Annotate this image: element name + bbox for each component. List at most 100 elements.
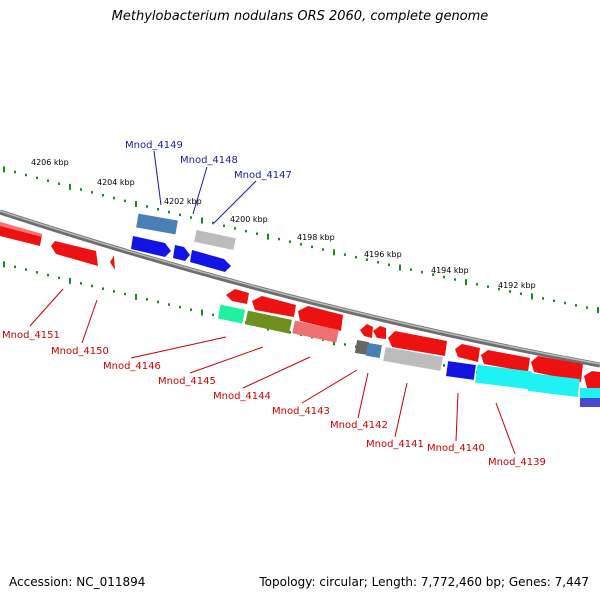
- gene-labels: Mnod_4149 Mnod_4148 Mnod_4147 Mnod_4151 …: [2, 140, 546, 468]
- minor-tick: [168, 210, 170, 214]
- leader-mnod-4151: [29, 288, 64, 327]
- minor-tick: [91, 191, 93, 194]
- gene-mnod-4140-box[interactable]: [446, 361, 476, 380]
- minor-tick: [47, 179, 49, 183]
- gene-arrow-red-7[interactable]: [373, 326, 386, 339]
- minor-tick: [36, 271, 38, 274]
- minor-tick: [113, 196, 115, 200]
- minor-tick: [190, 308, 192, 311]
- major-tick: [531, 293, 533, 300]
- gene-mnod-4144-box[interactable]: [292, 320, 339, 343]
- topology-summary: Topology: circular; Length: 7,772,460 bp…: [259, 575, 589, 589]
- major-tick: [135, 293, 137, 300]
- gene-arrow-red-11[interactable]: [531, 356, 583, 382]
- minor-tick: [102, 193, 104, 197]
- minor-tick: [443, 364, 445, 367]
- gene-arrow-small-red[interactable]: [110, 256, 115, 270]
- gene-mnod-4149-box[interactable]: [136, 213, 178, 235]
- leader-mnod-4149: [153, 150, 162, 206]
- leader-mnod-4144: [242, 356, 311, 389]
- gene-dark-tail[interactable]: [580, 398, 600, 407]
- minor-tick: [366, 258, 368, 261]
- major-tick: [201, 217, 203, 224]
- gene-cyan-tail[interactable]: [580, 388, 600, 400]
- gene-arrow-red-2[interactable]: [51, 241, 98, 266]
- minor-tick: [91, 284, 93, 288]
- leader-mnod-4142: [357, 372, 369, 419]
- minor-tick: [124, 199, 126, 203]
- kbp-labels: 4206 kbp 4204 kbp 4202 kbp 4200 kbp 4198…: [31, 158, 536, 290]
- gene-mnod-4139-box-b[interactable]: [528, 373, 580, 397]
- minor-tick: [223, 224, 225, 227]
- minor-tick: [212, 221, 214, 225]
- minor-tick: [487, 285, 489, 288]
- forward-strand-genes: [0, 213, 236, 272]
- gene-label-mnod-4143[interactable]: Mnod_4143: [272, 406, 330, 417]
- leader-mnod-4146: [130, 336, 227, 359]
- gene-arrow-red-12[interactable]: [584, 371, 600, 389]
- gene-label-mnod-4144[interactable]: Mnod_4144: [213, 391, 271, 402]
- kbp-label-4198: 4198 kbp: [297, 233, 335, 242]
- major-tick: [333, 249, 335, 256]
- gene-label-mnod-4150[interactable]: Mnod_4150: [51, 346, 109, 357]
- map-title: Methylobacterium nodulans ORS 2060, comp…: [111, 9, 489, 24]
- outer-scale-track: [3, 166, 599, 314]
- minor-tick: [14, 265, 16, 269]
- kbp-label-4192: 4192 kbp: [498, 281, 536, 290]
- gene-mnod-4147-arrow[interactable]: [190, 250, 231, 272]
- gene-label-mnod-4139[interactable]: Mnod_4139: [488, 457, 546, 468]
- reverse-strand-genes: [217, 289, 600, 407]
- gene-label-mnod-4142[interactable]: Mnod_4142: [330, 420, 388, 431]
- minor-tick: [14, 170, 16, 174]
- major-tick: [3, 166, 5, 173]
- minor-tick: [25, 173, 27, 177]
- gene-mnod-4139-box[interactable]: [475, 364, 532, 390]
- gene-label-mnod-4146[interactable]: Mnod_4146: [103, 361, 161, 372]
- minor-tick: [47, 273, 49, 277]
- minor-tick: [289, 331, 291, 334]
- gene-label-mnod-4148[interactable]: Mnod_4148: [180, 155, 238, 166]
- gene-label-mnod-4149[interactable]: Mnod_4149: [125, 140, 183, 151]
- gene-mnod-4145-box[interactable]: [245, 310, 292, 334]
- minor-tick: [278, 237, 280, 241]
- gene-arrow-red-5[interactable]: [298, 306, 343, 331]
- minor-tick: [245, 229, 247, 233]
- kbp-label-4200: 4200 kbp: [230, 215, 268, 224]
- major-tick: [465, 279, 467, 286]
- leader-mnod-4150: [81, 299, 98, 344]
- kbp-label-4196: 4196 kbp: [364, 250, 402, 259]
- gene-arrow-red-10[interactable]: [481, 350, 530, 372]
- gene-label-mnod-4140[interactable]: Mnod_4140: [427, 443, 485, 454]
- leader-mnod-4145: [189, 346, 264, 374]
- major-tick: [333, 339, 335, 346]
- gene-arrow-red-6[interactable]: [360, 324, 373, 338]
- gene-arrow-red-9[interactable]: [455, 344, 480, 362]
- gene-mnod-4141-box[interactable]: [383, 347, 443, 371]
- gene-mnod-4148-arrow[interactable]: [173, 245, 190, 261]
- gene-mnod-4149-arrow[interactable]: [131, 236, 171, 257]
- minor-tick: [168, 303, 170, 306]
- minor-tick: [311, 245, 313, 249]
- minor-tick: [377, 260, 379, 264]
- minor-tick: [553, 299, 555, 302]
- gene-mnod-4142-box-b[interactable]: [365, 342, 382, 359]
- gene-arrow-red-3[interactable]: [226, 289, 249, 304]
- gene-label-mnod-4151[interactable]: Mnod_4151: [2, 330, 60, 341]
- gene-label-mnod-4145[interactable]: Mnod_4145: [158, 376, 216, 387]
- gene-mnod-4147-box[interactable]: [194, 229, 236, 251]
- minor-tick: [212, 313, 214, 317]
- gene-label-mnod-4141[interactable]: Mnod_4141: [366, 439, 424, 450]
- minor-tick: [388, 263, 390, 266]
- gene-arrow-red-4[interactable]: [252, 296, 296, 317]
- minor-tick: [289, 240, 291, 243]
- leader-lines: [29, 150, 516, 455]
- gene-arrow-red-8[interactable]: [388, 331, 447, 356]
- gene-mnod-4146-box[interactable]: [217, 304, 246, 324]
- gene-mnod-4142-box-a[interactable]: [354, 340, 369, 355]
- minor-tick: [179, 213, 181, 217]
- gene-label-mnod-4147[interactable]: Mnod_4147: [234, 170, 292, 181]
- kbp-label-4204: 4204 kbp: [97, 178, 135, 187]
- leader-mnod-4141: [394, 382, 408, 438]
- minor-tick: [157, 300, 159, 304]
- minor-tick: [575, 304, 577, 307]
